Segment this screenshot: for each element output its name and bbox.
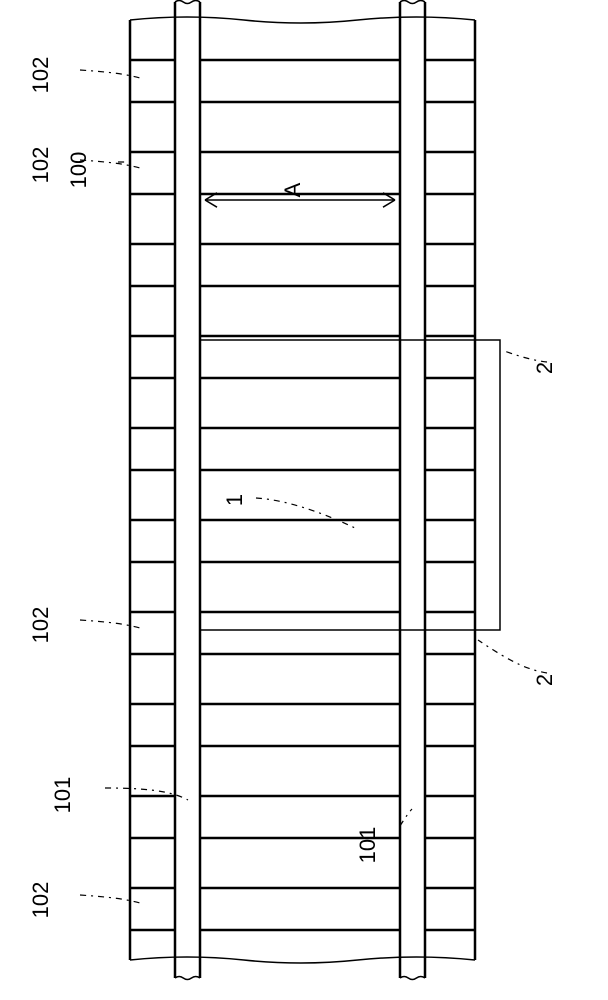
track-diagram: A 100 101 101 102 102 102 102 1 2 2 [0,0,608,1000]
callout-rail: 101 [50,777,75,814]
detail-rect [200,340,500,630]
dimension-a-label: A [280,182,305,197]
callout-sleeper: 102 [28,57,53,94]
callout-side_box: 2 [532,674,557,686]
callout-rail: 101 [355,827,380,864]
callout-sleeper: 102 [28,882,53,919]
callout-detail_box: 1 [222,494,247,506]
callout-sleeper: 102 [28,147,53,184]
callout-sleeper: 102 [28,607,53,644]
callout-track: 100 [66,152,91,189]
callout-side_box: 2 [532,362,557,374]
